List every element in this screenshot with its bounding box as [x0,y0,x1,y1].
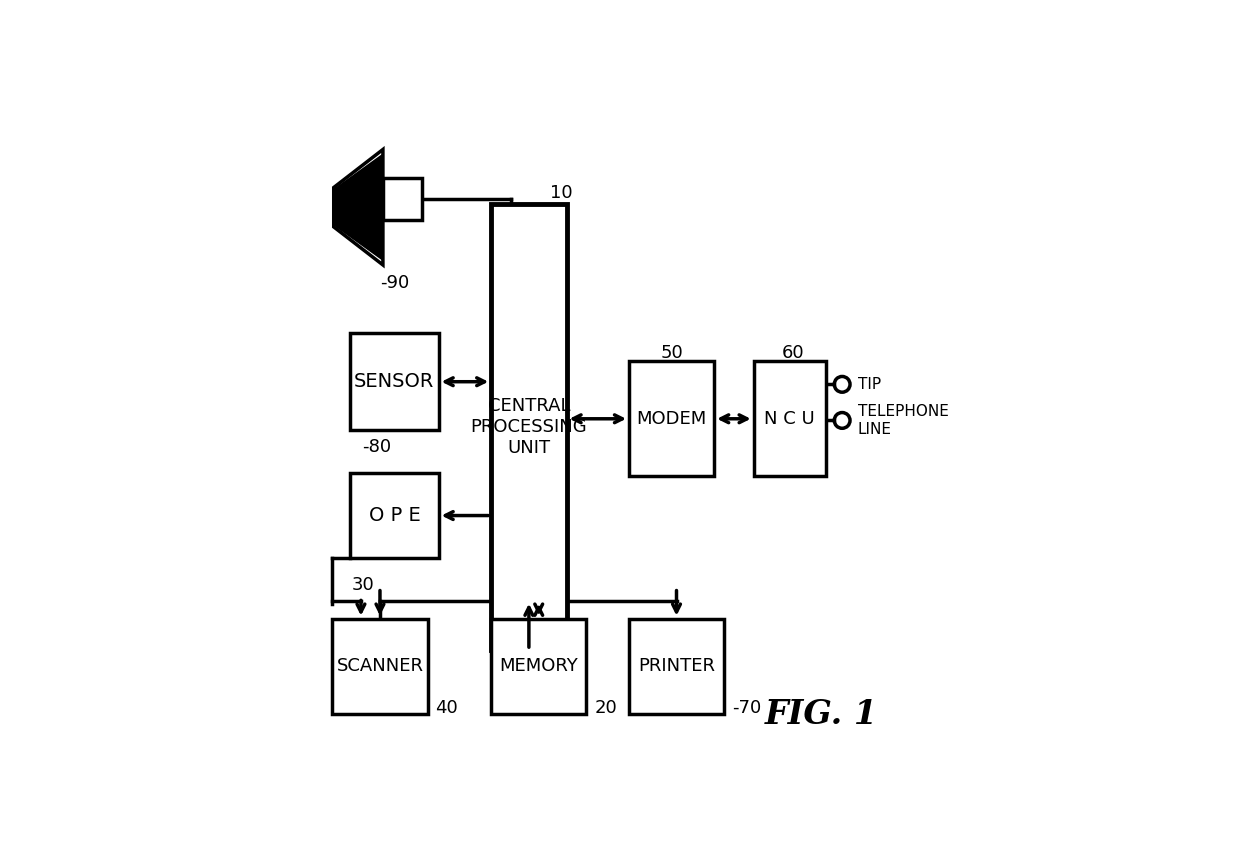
Text: SCANNER: SCANNER [336,657,424,675]
Bar [491,619,587,714]
Text: 10: 10 [551,184,573,202]
Bar [754,361,826,476]
Text: O P E: O P E [368,506,420,525]
Bar [629,619,724,714]
Bar [350,333,439,430]
Text: -70: -70 [732,699,761,717]
Text: 40: 40 [435,699,458,717]
Bar [332,619,428,714]
Text: 50: 50 [660,343,683,361]
Text: -80: -80 [362,438,391,456]
Text: 60: 60 [781,343,805,361]
Text: MODEM: MODEM [636,410,707,428]
Text: TIP: TIP [858,377,882,392]
Bar [491,204,567,650]
Text: CENTRAL
PROCESSING
UNIT: CENTRAL PROCESSING UNIT [471,397,588,457]
Text: MEMORY: MEMORY [500,657,578,675]
Bar [629,361,714,476]
Text: FIG. 1: FIG. 1 [765,698,878,731]
Bar [383,178,423,221]
Text: -90: -90 [379,274,409,292]
Text: TELEPHONE
LINE: TELEPHONE LINE [858,404,949,436]
Text: 20: 20 [594,699,618,717]
Text: SENSOR: SENSOR [355,372,434,391]
Bar [350,473,439,558]
Text: PRINTER: PRINTER [639,657,715,675]
Text: 30: 30 [352,576,374,594]
Polygon shape [334,153,383,261]
Text: N C U: N C U [764,410,815,428]
